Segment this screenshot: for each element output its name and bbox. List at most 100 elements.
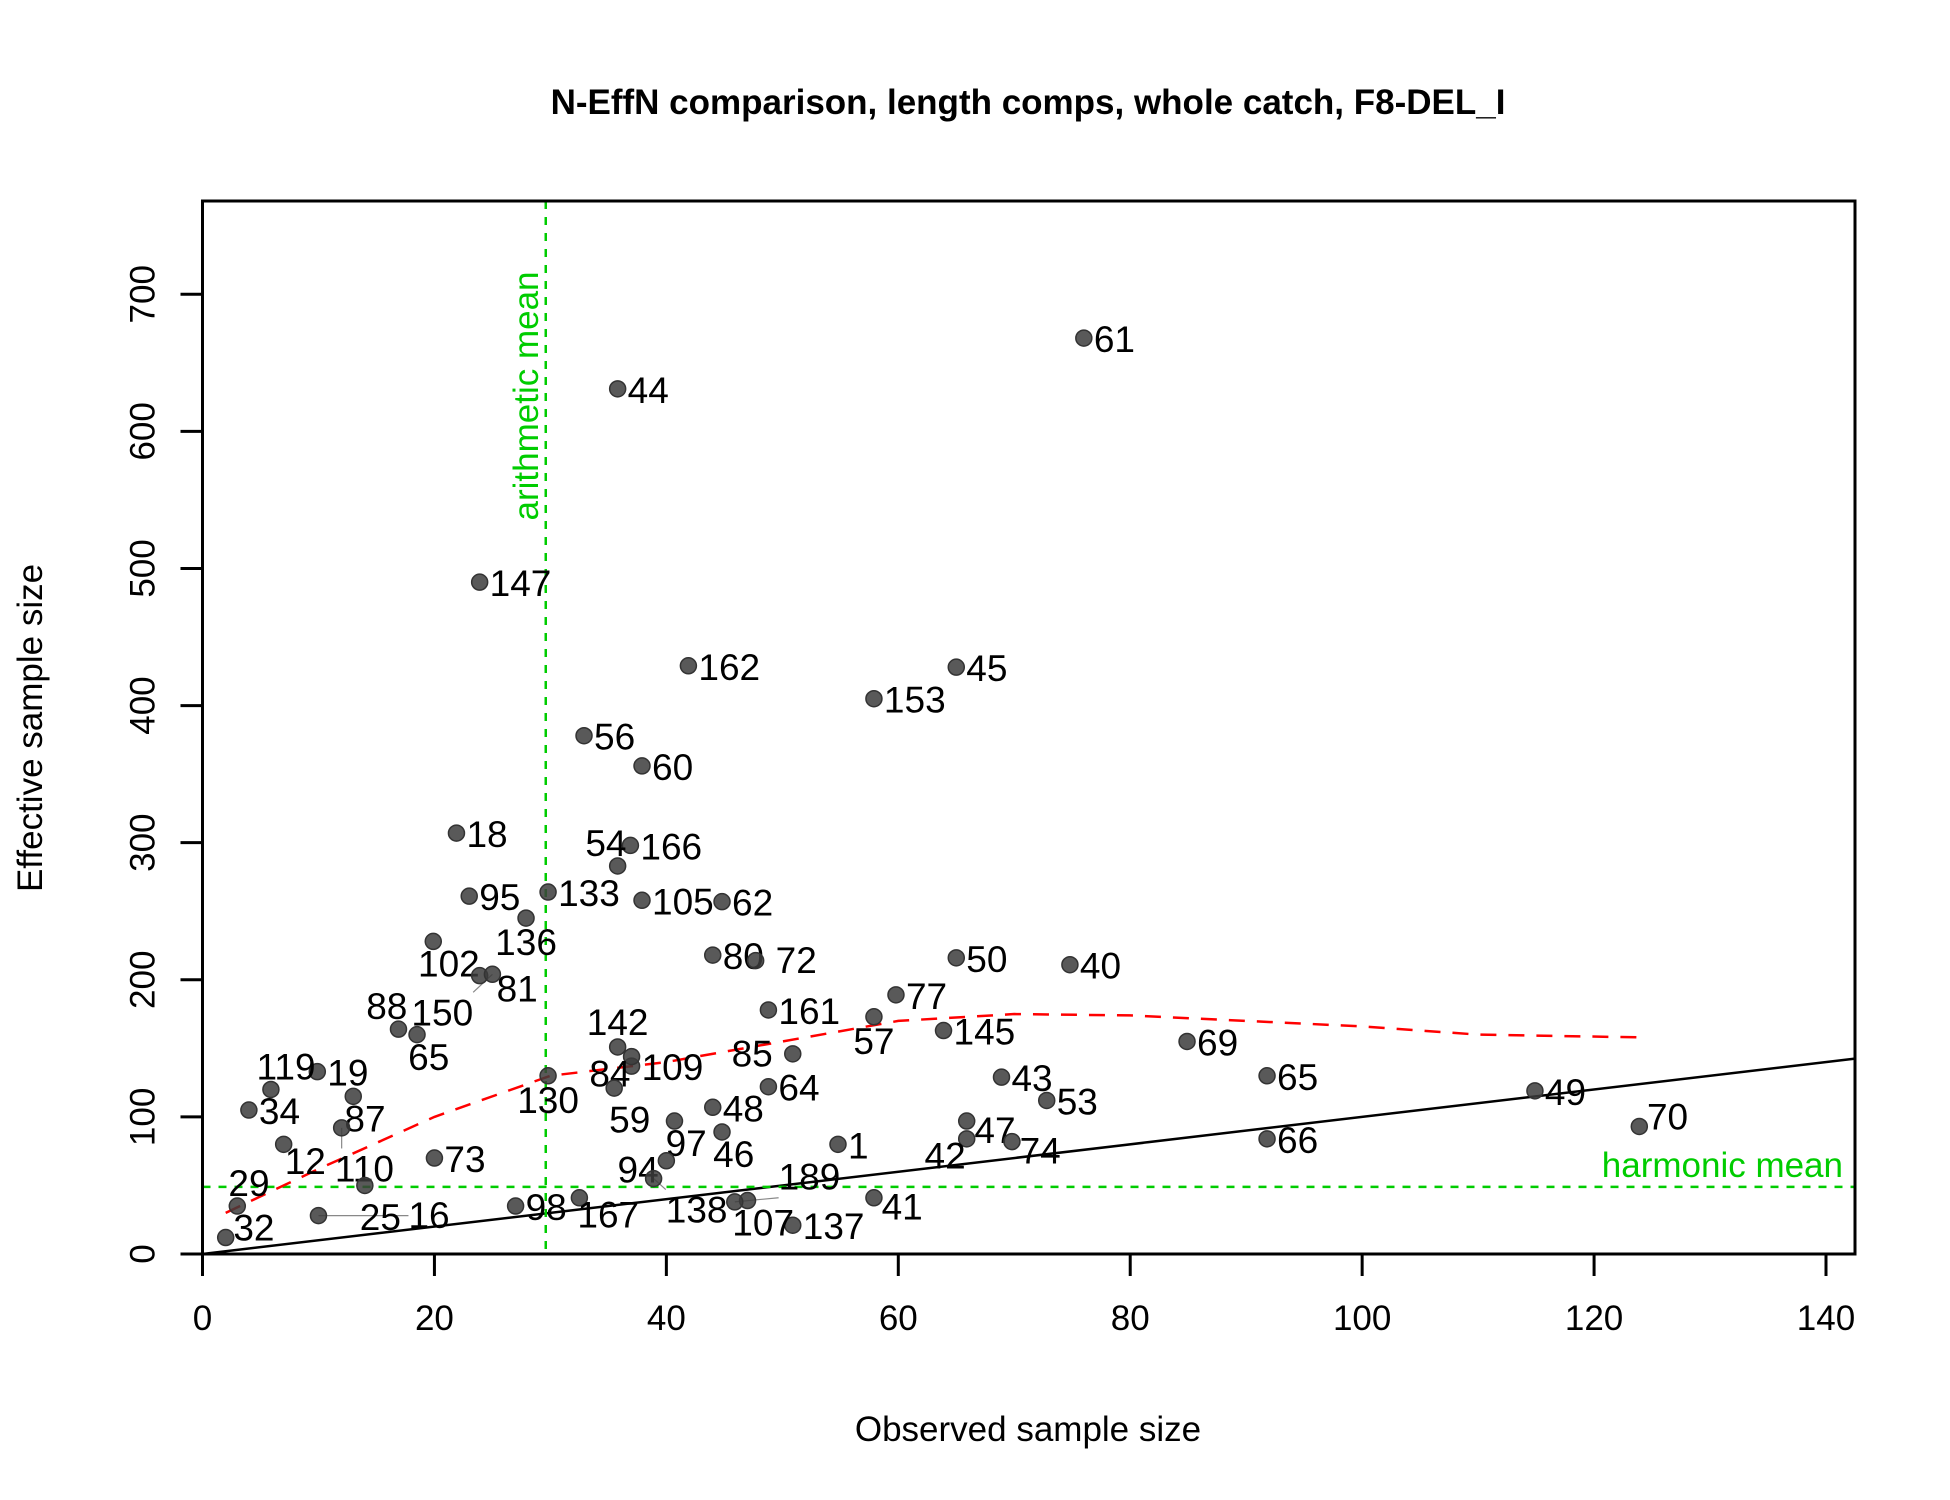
point-marker: [608, 1038, 627, 1056]
point-marker: [344, 1087, 363, 1106]
x-tick-label: 100: [1333, 1299, 1391, 1338]
data-point: 1: [829, 1125, 869, 1166]
y-tick-label: 400: [124, 676, 163, 734]
point-marker: [274, 1135, 293, 1154]
data-point: 130: [517, 1067, 579, 1121]
point-label: 133: [558, 873, 620, 914]
point-label: 167: [577, 1195, 639, 1236]
point-label: 49: [1545, 1072, 1586, 1113]
point-label: 153: [884, 680, 946, 721]
point-label: 145: [954, 1012, 1016, 1053]
point-label: 162: [698, 647, 760, 688]
point-label: 95: [479, 877, 520, 918]
data-point: 70: [1630, 1097, 1688, 1138]
point-label: 60: [652, 747, 693, 788]
data-point: 40: [1061, 946, 1121, 987]
point-marker: [703, 946, 722, 964]
x-tick-label: 80: [1111, 1299, 1150, 1338]
point-marker: [865, 1189, 883, 1207]
x-axis: 0 20 40 60 80 100 120 140: [193, 1252, 1855, 1338]
y-tick-label: 500: [124, 539, 163, 597]
y-axis: 0 100 200 300 400 500 600 700: [124, 265, 204, 1264]
harmonic-mean-label: harmonic mean: [1602, 1146, 1843, 1185]
point-label: 62: [732, 883, 773, 924]
smoother-line: [225, 1012, 1641, 1214]
point-label: 77: [906, 976, 947, 1017]
data-point: 59: [605, 1079, 650, 1140]
point-label: 109: [642, 1047, 704, 1088]
point-marker: [679, 657, 698, 675]
data-point: 65: [408, 1025, 449, 1078]
data-point: 18: [447, 814, 508, 855]
data-point: 34: [240, 1091, 300, 1132]
point-label: 45: [966, 648, 1007, 689]
point-marker: [633, 757, 651, 775]
data-point: 133: [539, 873, 620, 914]
point-label: 130: [517, 1080, 579, 1121]
point-marker: [309, 1206, 328, 1225]
point-marker: [633, 891, 651, 910]
point-marker: [470, 573, 489, 591]
data-point: 107: [732, 1191, 794, 1244]
plot-frame: [201, 199, 1857, 1256]
data-point: 147: [470, 563, 552, 604]
point-marker: [784, 1216, 802, 1234]
point-label: 19: [327, 1053, 368, 1094]
point-marker: [1178, 1032, 1196, 1051]
point-marker: [703, 1098, 722, 1117]
data-point: 94: [618, 1150, 676, 1191]
point-marker: [424, 932, 443, 951]
point-marker: [608, 380, 627, 398]
data-point: 64: [759, 1068, 820, 1109]
point-marker: [713, 1123, 731, 1141]
data-point: 77: [887, 976, 947, 1017]
point-label: 119: [257, 1046, 316, 1087]
point-label: 53: [1057, 1081, 1098, 1122]
data-point: 54: [585, 823, 627, 875]
point-label: 59: [609, 1099, 650, 1140]
point-marker: [657, 1152, 676, 1170]
point-marker: [865, 689, 883, 708]
point-marker: [1258, 1067, 1276, 1085]
point-label: 41: [882, 1187, 923, 1228]
point-marker: [216, 1228, 235, 1247]
point-marker: [726, 1193, 744, 1211]
point-label: 81: [497, 968, 538, 1009]
point-marker: [1630, 1117, 1649, 1136]
point-marker: [759, 1001, 778, 1019]
y-tick-label: 700: [124, 265, 163, 323]
point-label: 73: [444, 1139, 485, 1180]
data-point: 102: [418, 932, 480, 985]
point-label: 161: [778, 991, 840, 1032]
point-label: 48: [723, 1088, 764, 1129]
reference-lines: harmonic mean arithmetic mean: [202, 201, 1856, 1256]
y-tick-label: 300: [124, 813, 163, 871]
point-marker: [947, 949, 966, 967]
data-point: 46: [713, 1123, 754, 1175]
point-marker: [608, 857, 627, 875]
point-label: 147: [490, 563, 552, 604]
chart-title: N-EffN comparison, length comps, whole c…: [551, 83, 1506, 122]
point-label: 42: [925, 1136, 966, 1177]
data-point: 41: [865, 1187, 923, 1228]
point-label: 32: [233, 1208, 274, 1249]
point-label: 65: [408, 1037, 449, 1078]
point-marker: [447, 824, 466, 842]
point-label: 166: [640, 826, 702, 867]
point-label: 74: [1020, 1130, 1061, 1171]
point-marker: [1258, 1130, 1276, 1148]
point-label: 57: [853, 1021, 894, 1062]
data-point: 66: [1258, 1120, 1318, 1161]
point-marker: [746, 951, 765, 970]
data-point: 81: [470, 966, 538, 1009]
point-marker: [1003, 1132, 1021, 1151]
point-marker: [460, 887, 478, 905]
point-marker: [570, 1189, 589, 1207]
point-marker: [865, 1008, 883, 1026]
point-label: 25: [360, 1197, 401, 1238]
point-marker: [332, 1119, 351, 1137]
point-label: 105: [652, 881, 714, 922]
data-point: 44: [608, 370, 669, 411]
data-point: 32: [216, 1208, 275, 1249]
point-label: 102: [418, 944, 480, 985]
